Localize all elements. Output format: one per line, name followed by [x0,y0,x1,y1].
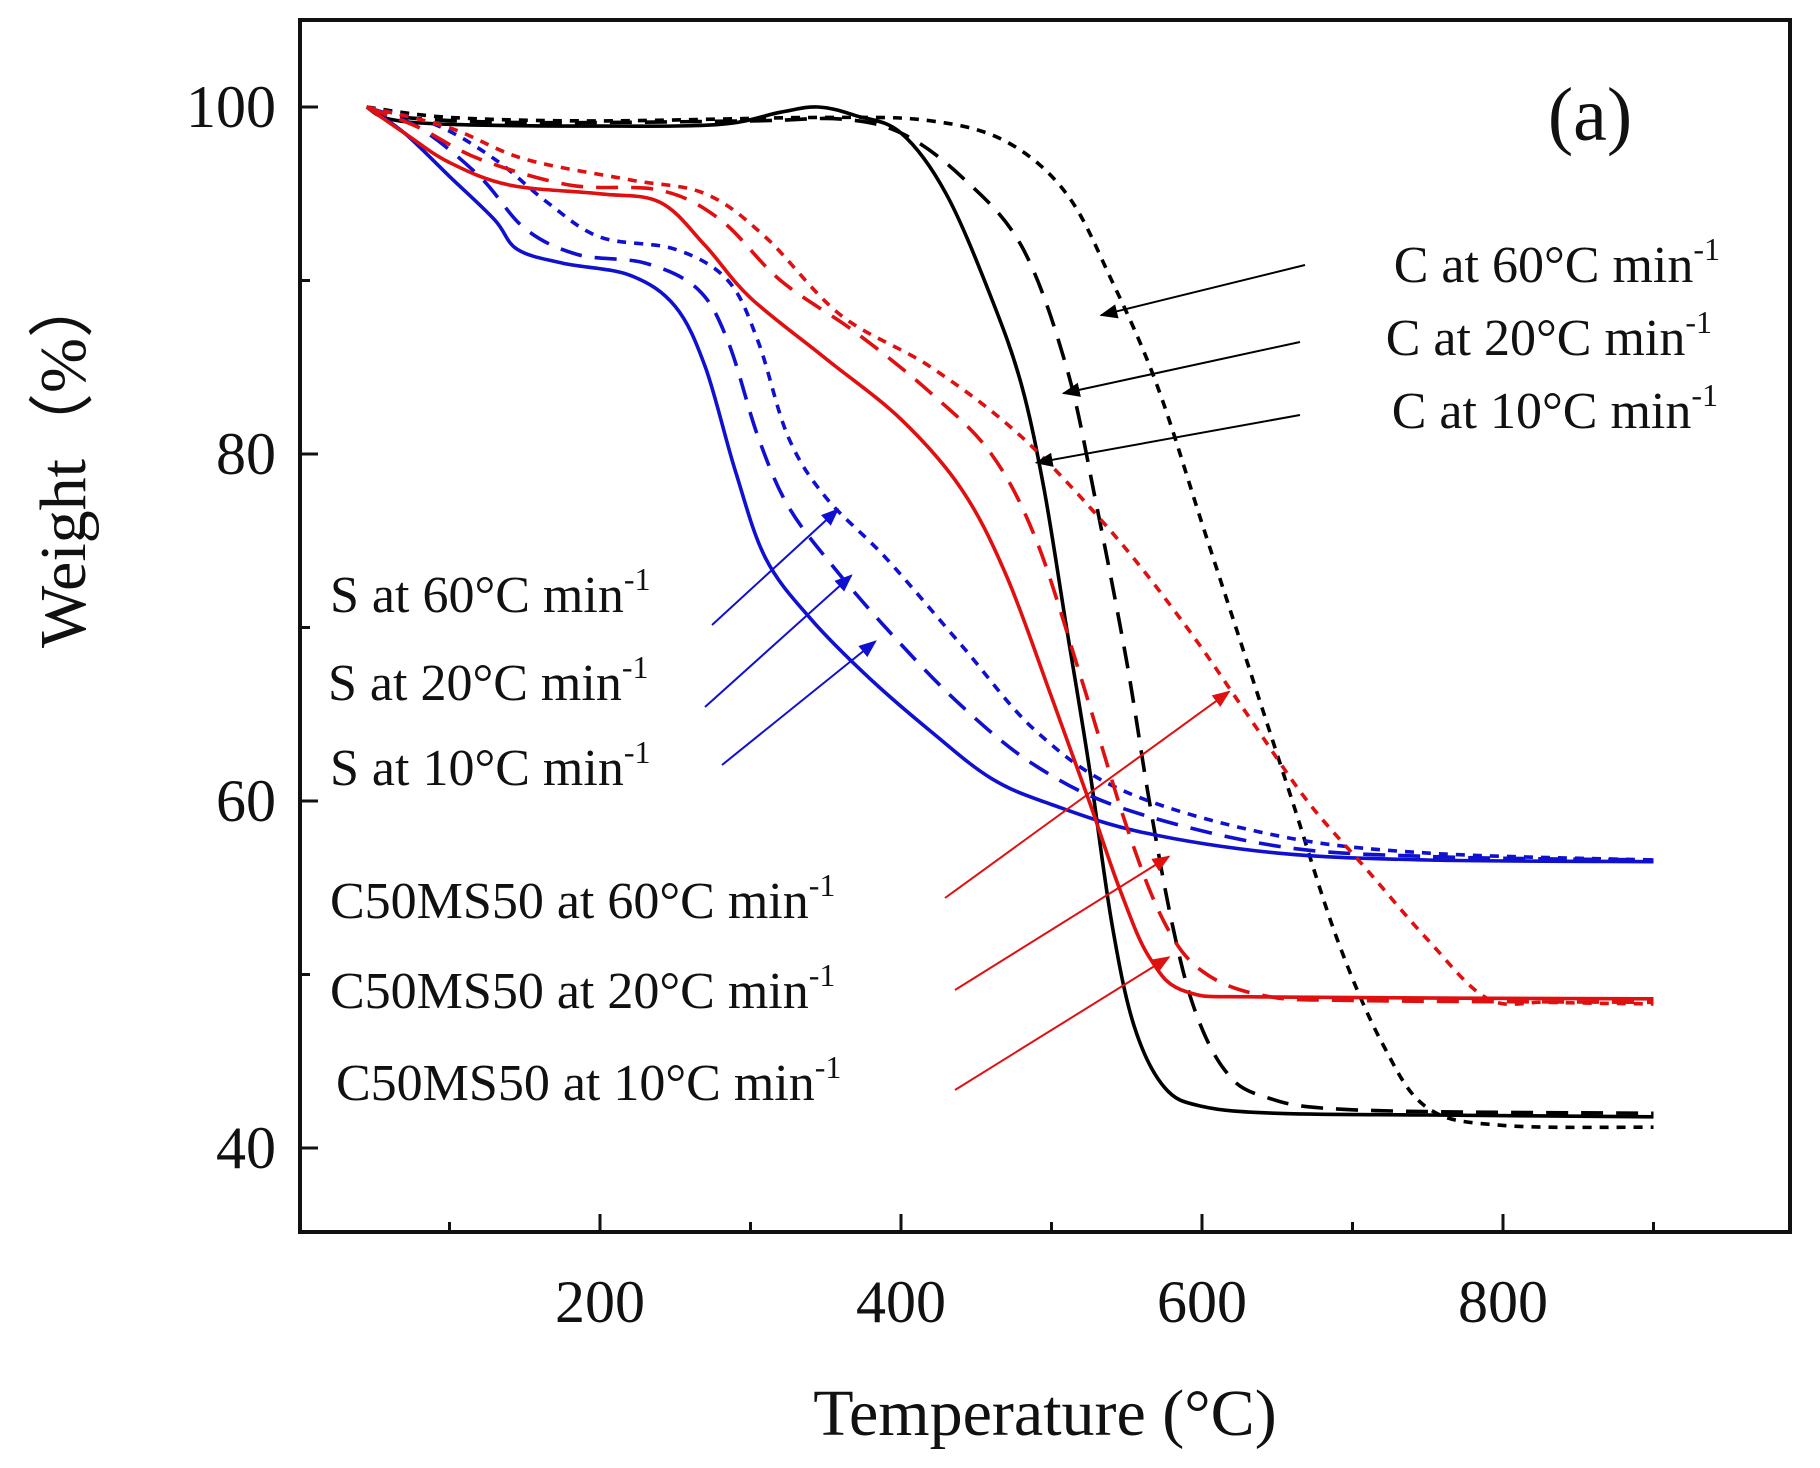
annotation-7: C50MS50 at 20°C min-1 [330,855,1171,1020]
plot-frame [298,18,1792,1234]
series-line-c50ms50-at-60-c-min-1 [366,105,1654,1007]
annotation-8: C50MS50 at 10°C min-1 [336,956,1171,1112]
y-tick-label-100: 100 [186,74,276,140]
annotation-5: S at 10°C min-1 [330,640,877,797]
x-tick-label-200: 200 [555,1269,645,1335]
annotation-label: S at 10°C min-1 [330,734,650,797]
series-line-c-at-10-c-min-1 [365,105,1654,1119]
x-tick-label-800: 800 [1458,1269,1548,1335]
annotation-2: C at 10°C min-1 [1034,377,1718,467]
series-line-c-at-60-c-min-1 [366,105,1654,1130]
annotation-arrow [1034,414,1301,467]
annotation-6: C50MS50 at 60°C min-1 [330,690,1231,930]
panel-label: (a) [1548,73,1632,157]
annotation-layer: C at 60°C min-1 C at 20°C min-1 C at 10°C … [328,231,1720,1112]
y-tick-label-40: 40 [216,1115,276,1181]
axis-ticks: 200 400 600 800 40 60 80 100 [186,74,1655,1335]
annotation-label: C at 60°C min-1 [1394,231,1720,294]
annotation-arrow [944,690,1231,899]
annotation-label: S at 20°C min-1 [328,649,648,712]
annotation-label: C50MS50 at 20°C min-1 [330,957,835,1020]
annotation-label: S at 60°C min-1 [330,561,650,624]
series-line-s-at-60-c-min-1 [366,105,1654,862]
series-line-c50ms50-at-20-c-min-1 [366,105,1654,1005]
annotation-3: S at 60°C min-1 [330,508,840,626]
series-line-s-at-10-c-min-1 [365,105,1654,864]
annotation-0: C at 60°C min-1 [1099,231,1720,319]
y-axis-title: Weight（%） [27,272,100,648]
annotation-arrow [711,508,840,626]
annotation-label: C50MS50 at 60°C min-1 [330,867,835,930]
x-axis-title: Temperature (°C) [813,1377,1276,1450]
annotation-arrow [954,855,1171,991]
x-tick-label-600: 600 [1157,1269,1247,1335]
series-line-c-at-20-c-min-1 [366,105,1654,1116]
series-line-c50ms50-at-10-c-min-1 [365,105,1654,1001]
x-tick-label-400: 400 [856,1269,946,1335]
y-tick-label-80: 80 [216,421,276,487]
annotation-label: C at 10°C min-1 [1392,377,1718,440]
annotation-1: C at 20°C min-1 [1061,304,1712,397]
annotation-arrow [1061,341,1301,397]
annotation-label: C50MS50 at 10°C min-1 [336,1049,841,1112]
annotation-arrow [1099,264,1306,319]
annotation-4: S at 20°C min-1 [328,574,853,712]
annotation-label: C at 20°C min-1 [1386,304,1712,367]
y-tick-label-60: 60 [216,768,276,834]
annotation-arrow [954,956,1171,1091]
series-layer [365,105,1654,1130]
series-line-s-at-20-c-min-1 [366,105,1654,862]
annotation-arrow [721,640,877,766]
annotation-arrow [704,574,853,708]
